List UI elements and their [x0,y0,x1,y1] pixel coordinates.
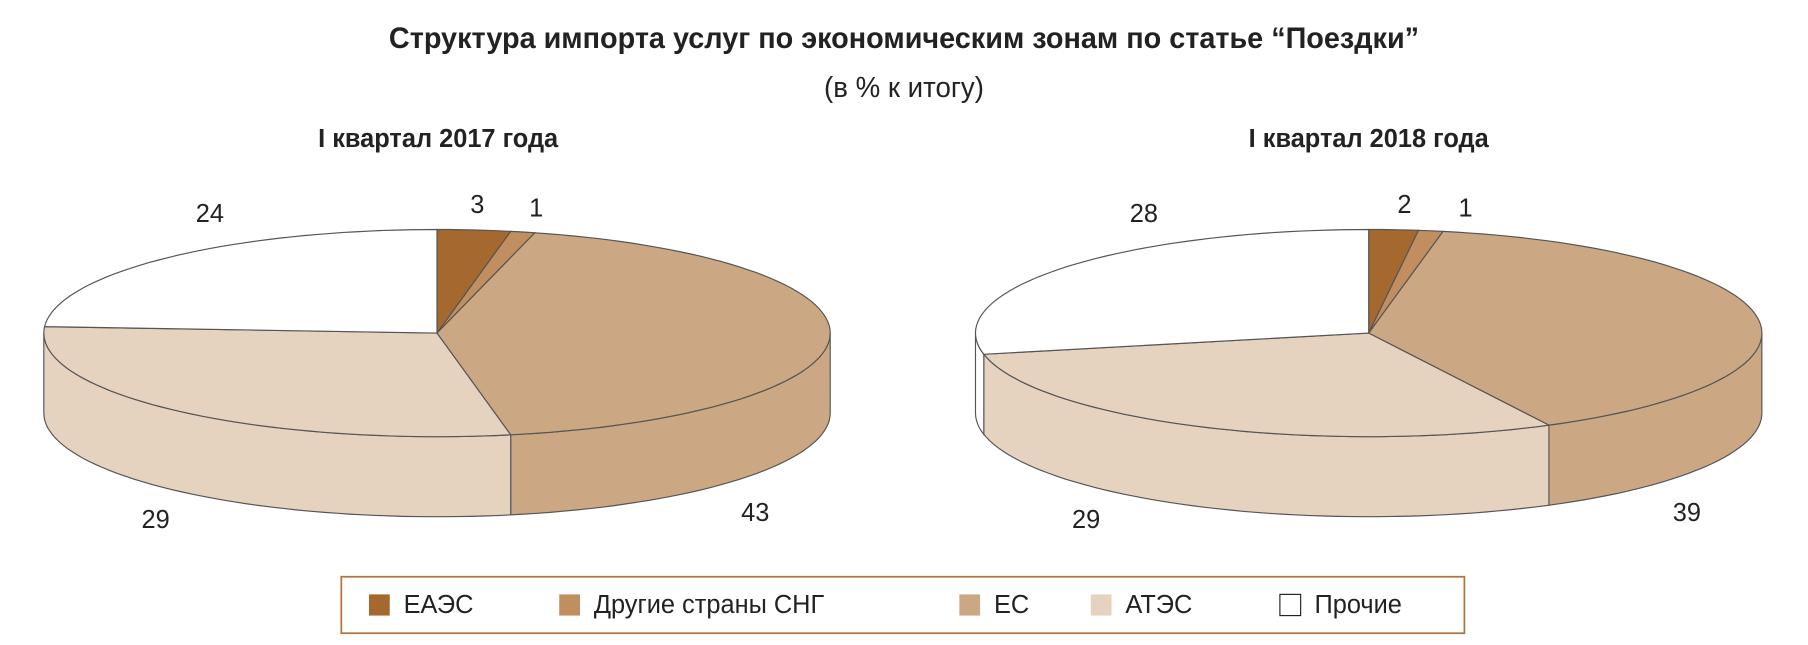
pie-title: I квартал 2018 года [1249,125,1490,153]
pie-slice [974,228,1370,355]
legend-label: Прочие [1314,591,1401,619]
pie-slice [43,326,512,438]
data-label: 2 [1397,191,1411,219]
data-label: 3 [470,191,484,219]
legend-box [340,575,1466,635]
pie-slice [1367,230,1763,426]
legend-swatch [1090,594,1112,616]
legend-swatch [559,594,580,616]
data-label: 43 [741,499,769,527]
data-label: 39 [1673,499,1701,527]
legend-label: АТЭС [1125,591,1192,619]
pie-title: I квартал 2017 года [318,125,559,153]
chart-title: Структура импорта услуг по экономическим… [389,23,1419,55]
pie-slice [982,332,1551,438]
data-label: 1 [529,194,543,222]
data-label: 24 [196,200,224,228]
legend-label: Другие страны СНГ [594,591,825,619]
legend-swatch [959,594,981,616]
data-label: 29 [142,506,170,534]
legend-swatch [368,594,390,616]
chart-subtitle: (в % к итогу) [824,72,984,103]
data-label: 1 [1458,194,1472,222]
pie-slice [43,228,438,334]
legend-swatch [1279,593,1302,617]
data-label: 28 [1130,200,1158,228]
legend-label: ЕС [994,591,1029,619]
legend-label: ЕАЭС [404,591,474,619]
data-label: 29 [1072,506,1100,534]
pie-slice [436,232,831,436]
